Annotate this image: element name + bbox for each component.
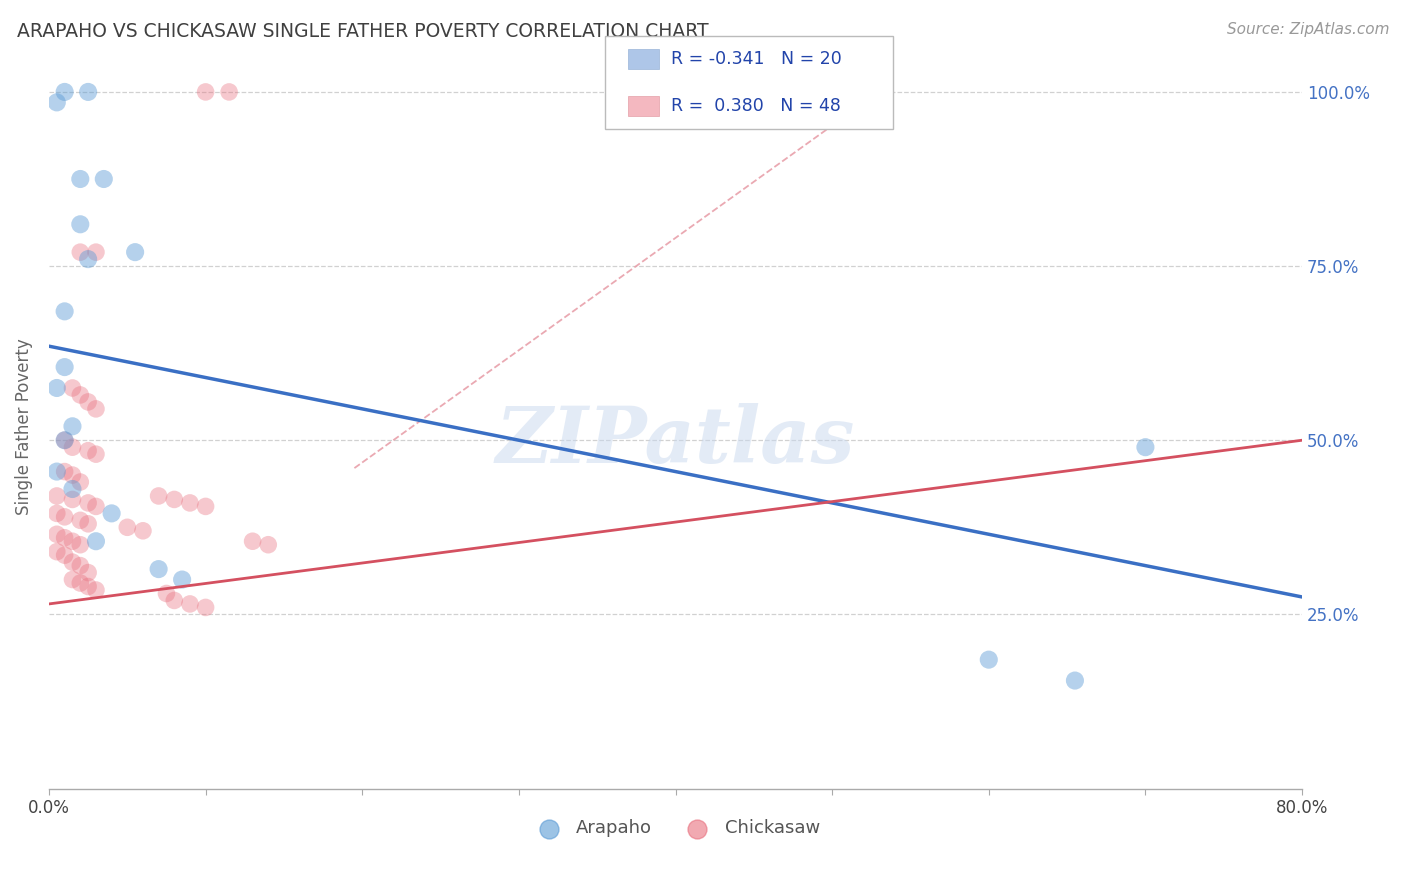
Point (257, 538, 280, 552)
Point (117, 520, 139, 534)
Point (77, 395, 100, 409)
Point (124, 245, 146, 260)
Point (77, 443, 100, 458)
Point (62, 381, 84, 395)
Point (84, 245, 107, 260)
Point (62, 440, 84, 454)
Point (69, 217, 91, 231)
Point (69, 576, 91, 591)
Legend: Arapaho, Chickasaw: Arapaho, Chickasaw (524, 813, 827, 845)
Point (62, 482, 84, 496)
Point (45, 544, 67, 558)
Point (69, 538, 91, 552)
Point (53, 360, 76, 375)
Point (62, 573, 84, 587)
Point (1135, 440, 1157, 454)
Point (69, 388, 91, 402)
Point (148, 562, 170, 576)
Point (194, 500, 217, 514)
Text: R = -0.341   N = 20: R = -0.341 N = 20 (671, 50, 841, 68)
Point (77, 580, 100, 594)
Point (84, 582, 107, 597)
Point (93, 172, 115, 186)
Point (69, 245, 91, 260)
Point (53, 465, 76, 479)
Point (155, 586, 177, 600)
Point (69, 558, 91, 573)
Point (194, 85, 217, 99)
Point (179, 496, 201, 510)
Point (53, 434, 76, 448)
Y-axis label: Single Father Poverty: Single Father Poverty (15, 338, 32, 515)
Point (62, 555, 84, 569)
Point (163, 593, 186, 607)
Point (53, 531, 76, 545)
Point (45, 465, 67, 479)
Point (148, 489, 170, 503)
Point (179, 597, 201, 611)
Point (100, 507, 122, 521)
Text: ARAPAHO VS CHICKASAW SINGLE FATHER POVERTY CORRELATION CHART: ARAPAHO VS CHICKASAW SINGLE FATHER POVER… (17, 22, 709, 41)
Point (53, 509, 76, 524)
Point (62, 534, 84, 549)
Point (53, 434, 76, 448)
Point (62, 492, 84, 507)
Point (132, 524, 155, 538)
Point (194, 600, 217, 615)
Point (45, 527, 67, 541)
Point (77, 566, 100, 580)
Text: ZIPatlas: ZIPatlas (496, 402, 855, 479)
Point (242, 534, 264, 549)
Point (77, 252, 100, 266)
Point (53, 548, 76, 562)
Point (69, 172, 91, 186)
Point (1064, 673, 1087, 688)
Point (84, 447, 107, 461)
Point (218, 85, 240, 99)
Point (69, 513, 91, 527)
Point (163, 492, 186, 507)
Point (84, 534, 107, 549)
Text: R =  0.380   N = 48: R = 0.380 N = 48 (671, 97, 841, 115)
Point (53, 304, 76, 318)
Point (977, 653, 1000, 667)
Point (62, 419, 84, 434)
Point (77, 85, 100, 99)
Point (53, 85, 76, 99)
Point (45, 489, 67, 503)
Point (45, 95, 67, 110)
Point (84, 500, 107, 514)
Point (172, 573, 194, 587)
Text: Source: ZipAtlas.com: Source: ZipAtlas.com (1226, 22, 1389, 37)
Point (62, 468, 84, 483)
Point (77, 496, 100, 510)
Point (84, 401, 107, 416)
Point (77, 516, 100, 531)
Point (45, 507, 67, 521)
Point (69, 475, 91, 489)
Point (45, 381, 67, 395)
